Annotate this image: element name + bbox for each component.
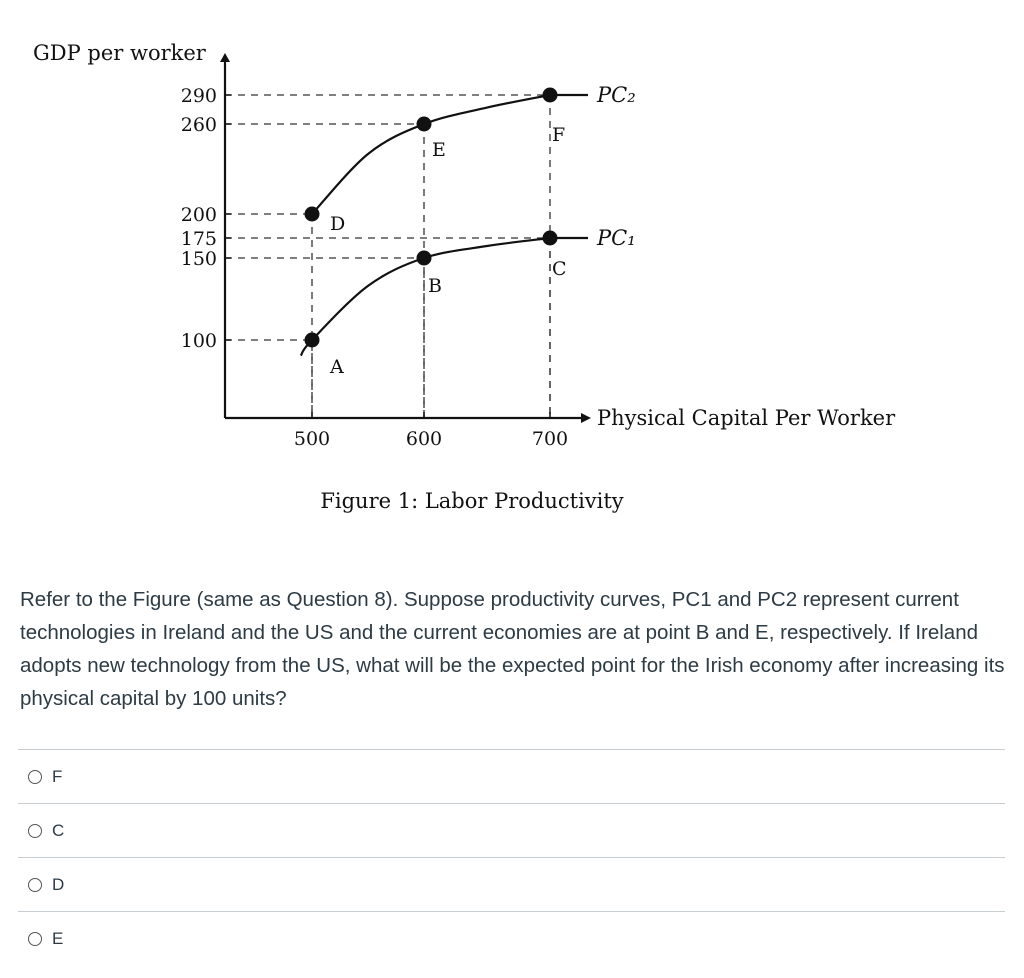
y-axis-title: GDP per worker [33,41,207,65]
point-label: D [330,213,345,235]
radio-button[interactable] [28,877,42,892]
figure-caption: Figure 1: Labor Productivity [320,489,623,513]
productivity-curves: PC₁ PC₂ [299,83,636,357]
chart-points: A B C D E F [304,87,567,378]
point-label: A [329,356,344,378]
x-tick-label: 500 [294,428,330,450]
point-marker [304,332,320,348]
x-axis-arrowhead [581,413,591,423]
option-d[interactable]: D [18,857,1005,911]
option-label: F [52,766,63,786]
y-tick-label: 200 [181,204,217,226]
y-tick-label: 150 [181,248,217,270]
option-label: C [52,820,65,840]
point-label: B [428,275,442,297]
option-label: E [52,928,64,948]
y-tick-label: 175 [181,228,217,250]
option-label: D [52,874,65,894]
point-label: C [552,258,567,280]
y-tick-label: 290 [181,85,217,107]
radio-button[interactable] [28,823,42,838]
point-marker [416,116,432,132]
curve-label: PC₂ [596,83,636,107]
dashed-guide-lines [225,94,551,418]
option-e[interactable]: E [18,911,1005,965]
x-axis-title: Physical Capital Per Worker [597,406,896,430]
chart-axes [220,53,591,423]
point-label: F [552,124,565,146]
question-text: Refer to the Figure (same as Question 8)… [20,588,1005,710]
option-c[interactable]: C [18,803,1005,857]
productivity-curve-line [311,93,588,215]
curve-label: PC₁ [596,226,636,250]
point-label: E [432,139,446,161]
y-tick-label: 260 [181,114,217,136]
radio-button[interactable] [28,769,42,784]
radio-button[interactable] [28,931,42,946]
y-tick-label: 100 [181,330,217,352]
answer-options: F C D E [18,749,1005,965]
x-tick-label: 600 [406,428,442,450]
y-axis-arrowhead [220,53,230,62]
point-marker [542,230,558,246]
option-f[interactable]: F [18,749,1005,803]
point-marker [416,250,432,266]
productivity-curve-line [299,236,588,357]
x-tick-label: 700 [532,428,568,450]
point-marker [304,206,320,222]
point-marker [542,87,558,103]
